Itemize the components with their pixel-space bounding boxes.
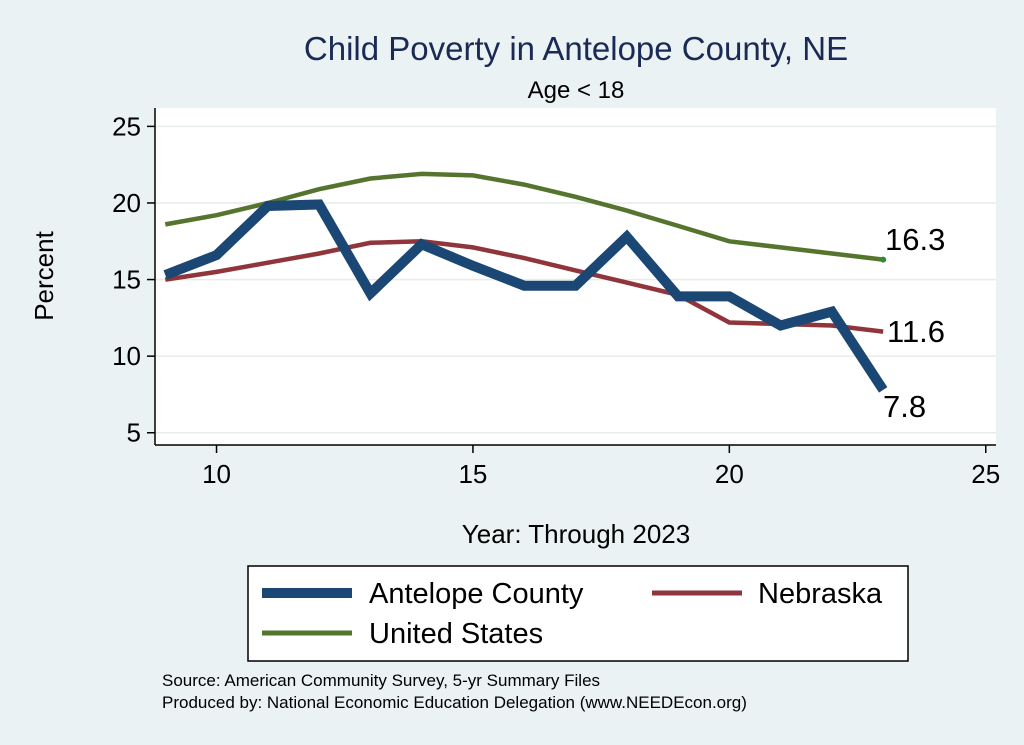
plot-area [155, 108, 996, 445]
end-label-us: 16.3 [885, 222, 945, 257]
source-note: Source: American Community Survey, 5-yr … [162, 671, 600, 690]
legend: Antelope County Nebraska United States [247, 565, 909, 662]
produced-by-note: Produced by: National Economic Education… [162, 693, 747, 712]
x-tick-label-15: 15 [458, 459, 487, 489]
chart-title: Child Poverty in Antelope County, NE [304, 30, 848, 67]
y-tick-label-20: 20 [112, 188, 141, 218]
y-tick-label-10: 10 [112, 341, 141, 371]
x-tick-label-25: 25 [971, 459, 1000, 489]
x-tick-label-10: 10 [202, 459, 231, 489]
end-label-nebraska: 11.6 [887, 314, 945, 349]
legend-label-us: United States [369, 618, 543, 650]
series-line-antelope-county [163, 199, 888, 393]
legend-label-nebraska: Nebraska [758, 578, 883, 610]
y-tick-label-15: 15 [112, 265, 141, 295]
x-tick-label-20: 20 [715, 459, 744, 489]
series-layer [163, 171, 888, 393]
series-line-united-states [164, 171, 884, 262]
y-axis-label: Percent [29, 230, 59, 320]
end-label-antelope: 7.8 [883, 389, 926, 424]
legend-label-antelope: Antelope County [369, 578, 584, 610]
chart-subtitle: Age < 18 [528, 77, 625, 104]
legend-box [247, 565, 909, 662]
x-axis-label: Year: Through 2023 [462, 519, 690, 549]
y-tick-label-25: 25 [112, 111, 141, 141]
endpoint-dot-us [880, 256, 887, 263]
y-tick-label-5: 5 [127, 418, 141, 448]
series-line-nebraska [164, 239, 884, 334]
axes: 5 10 15 20 25 10 15 20 25 [112, 108, 1000, 489]
